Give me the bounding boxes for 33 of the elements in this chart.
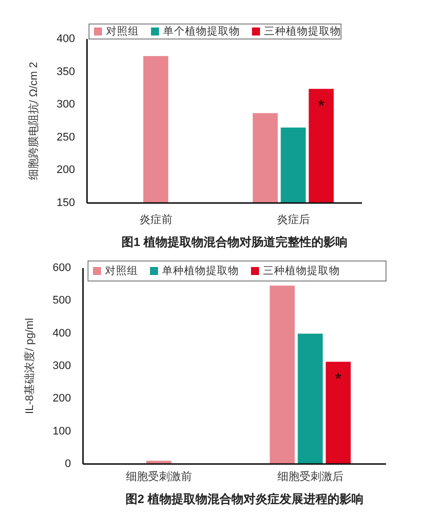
annotation: * [335, 370, 342, 388]
y-tick-label: 400 [52, 327, 71, 340]
y-tick-label: 150 [56, 197, 75, 209]
bar [146, 460, 172, 464]
y-tick-label: 300 [52, 360, 71, 372]
annotation: * [318, 98, 326, 115]
y-tick-label: 200 [56, 164, 75, 176]
bar [298, 334, 323, 464]
y-tick-label: 250 [56, 131, 75, 144]
legend-label: 三种植物提取物 [264, 24, 341, 38]
text: 图1 植物提取物混合物对肠道完整性的影响 [121, 235, 348, 249]
y-axis-title: IL-8基础浓度/ pg/ml [23, 318, 36, 414]
bar [326, 362, 351, 464]
y-tick-label: 500 [52, 294, 71, 307]
x-tick-label: 细胞受刺激前 [126, 470, 192, 483]
legend-label: 三种植物提取物 [263, 264, 340, 277]
text: 图2 植物提取物混合物对炎症发展进程的影响 [125, 492, 364, 506]
legend-label: 对照组 [106, 24, 139, 38]
y-tick-label: 400 [56, 33, 75, 45]
y-tick-label: 300 [56, 98, 75, 111]
legend-label: 对照组 [105, 264, 138, 277]
bar [270, 286, 295, 464]
y-tick-label: 0 [64, 458, 71, 470]
y-tick-label: 350 [56, 66, 75, 78]
x-tick-label: 炎症后 [276, 213, 310, 226]
y-tick-label: 100 [52, 425, 71, 438]
x-tick-label: 细胞受刺激后 [277, 470, 344, 483]
x-tick-label: 炎症前 [139, 213, 172, 226]
legend-label: 单个植物提取物 [163, 24, 240, 38]
y-tick-label: 200 [52, 392, 71, 405]
y-axis-title: 细胞跨膜电阻抗/ Ω/cm 2 [27, 62, 40, 180]
y-tick-label: 600 [52, 262, 71, 274]
legend-label: 单种植物提取物 [162, 264, 239, 277]
